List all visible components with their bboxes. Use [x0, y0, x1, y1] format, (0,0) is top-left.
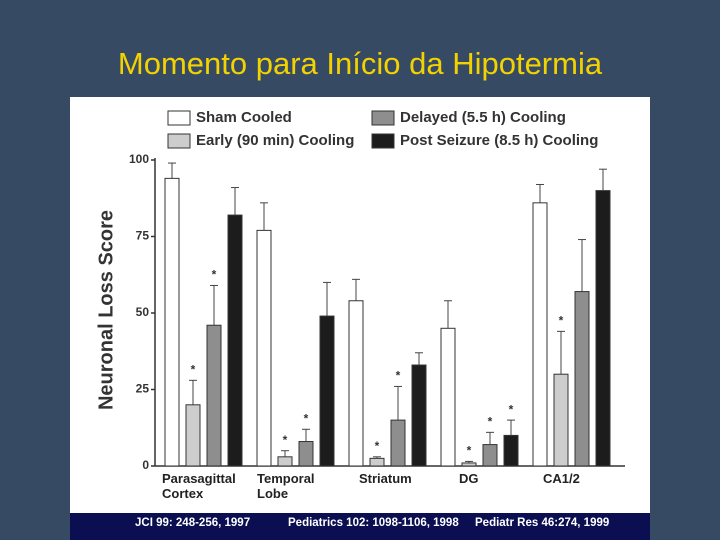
significance-marker: * — [467, 444, 472, 458]
significance-marker: * — [304, 411, 309, 425]
legend-swatch — [167, 110, 191, 126]
y-tick-label: 25 — [136, 382, 150, 396]
bar — [440, 327, 456, 467]
legend-label: Early (90 min) Cooling — [196, 132, 354, 149]
y-tick-label: 100 — [129, 152, 149, 166]
bar — [461, 462, 477, 467]
x-tick-label: Temporal Lobe — [257, 471, 315, 501]
bar — [411, 364, 427, 467]
legend-label: Delayed (5.5 h) Cooling — [400, 109, 566, 126]
bar — [348, 300, 364, 467]
y-tick-label: 50 — [136, 305, 150, 319]
bar — [227, 214, 243, 467]
y-axis-title: Neuronal Loss Score — [95, 210, 117, 410]
legend-swatch — [371, 133, 395, 149]
bar — [595, 190, 611, 467]
bar — [482, 444, 498, 467]
significance-marker: * — [509, 402, 514, 416]
bar — [390, 419, 406, 467]
bar — [503, 434, 519, 467]
bar — [574, 291, 590, 467]
x-tick-label: CA1/2 — [543, 471, 580, 486]
significance-marker: * — [488, 415, 493, 429]
citation: Pediatr Res 46:274, 1999 — [475, 517, 609, 529]
citation: Pediatrics 102: 1098-1106, 1998 — [288, 517, 459, 529]
significance-marker: * — [375, 439, 380, 453]
bar — [277, 456, 293, 467]
bar — [532, 202, 548, 467]
significance-marker: * — [396, 369, 401, 383]
bar — [206, 324, 222, 467]
citation-band — [70, 513, 650, 540]
legend-swatch — [371, 110, 395, 126]
x-tick-label: Striatum — [359, 471, 412, 486]
slide-title: Momento para Início da Hipotermia — [117, 46, 603, 81]
significance-marker: * — [559, 314, 564, 328]
bar — [369, 457, 385, 467]
legend-label: Post Seizure (8.5 h) Cooling — [400, 132, 598, 149]
x-tick-label: Parasagittal Cortex — [162, 471, 236, 501]
bar — [185, 404, 201, 467]
bar — [319, 315, 335, 467]
significance-marker: * — [191, 362, 196, 376]
bar — [298, 441, 314, 467]
bar — [164, 177, 180, 467]
significance-marker: * — [212, 268, 217, 282]
x-tick-label: DG — [459, 471, 479, 486]
bar — [553, 373, 569, 467]
citation: JCI 99: 248-256, 1997 — [135, 517, 250, 529]
y-tick-label: 75 — [136, 229, 150, 243]
y-tick-label: 0 — [142, 458, 149, 472]
legend-label: Sham Cooled — [196, 109, 292, 126]
significance-marker: * — [283, 433, 288, 447]
legend-swatch — [167, 133, 191, 149]
bar — [256, 229, 272, 467]
